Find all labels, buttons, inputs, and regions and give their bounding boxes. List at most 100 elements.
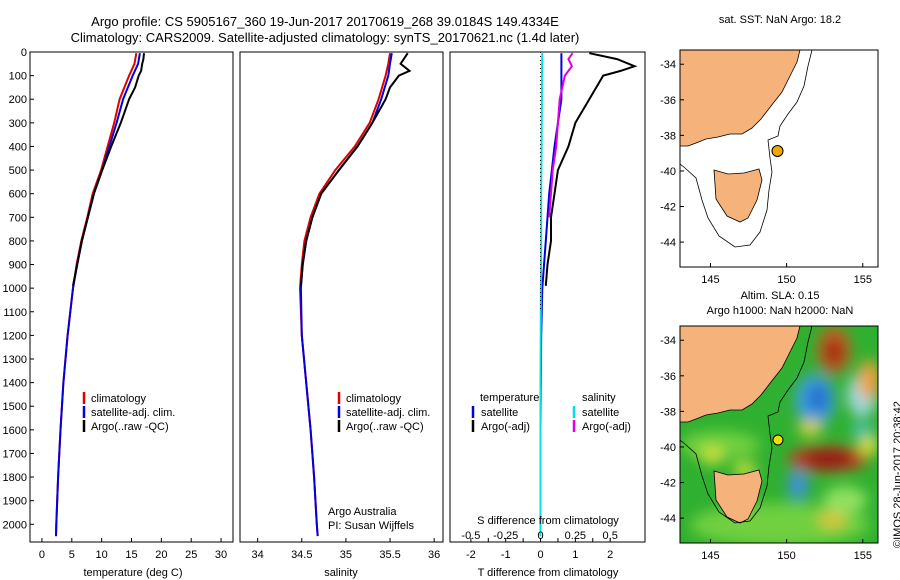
depth-tick-label: 600 [9,189,27,201]
axes-ticks: 0100200300400500600700800900100011001200… [3,47,618,561]
salinity-plot [298,52,412,537]
x-tick-label: 15 [125,549,137,561]
depth-tick-label: 200 [9,94,27,106]
series-line-climatology [55,53,138,537]
series-line-argo-raw-qc- [72,53,145,286]
sla-map-title-line2: Argo h1000: NaN h2000: NaN [706,305,854,317]
sla-map-argo-marker [772,434,784,446]
s-difference-axis-label: S difference from climatology [477,515,619,527]
x-tick-label: 0 [39,549,45,561]
temperature-legend: climatology satellite-adj. clim. Argo(..… [82,392,175,433]
salinity-legend: climatology satellite-adj. clim. Argo(..… [328,392,430,532]
legend-label-argo: Argo(..raw -QC) [346,421,424,433]
series-line-salinity-argo-adj- [548,52,574,218]
sst-lat-label: -34 [660,59,676,71]
sla-map [680,326,878,543]
salinity-axis-label: salinity [324,567,358,579]
s-tick-label: -0.25 [493,530,518,542]
sst-map-title: sat. SST: NaN Argo: 18.2 [718,14,842,26]
difference-panel-frame [449,51,646,543]
map-axes: -34 -36 -38 -40 -42 -44 145 150 155 -34 -36 -38 -40 -… [660,59,872,562]
sla-map-mainland [680,326,801,423]
s-tick-label: 0.25 [565,530,586,542]
depth-tick-label: 900 [9,260,27,272]
temperature-axis-label: temperature (deg C) [83,567,182,579]
sla-lat-label: -42 [660,478,676,490]
x-tick-label: 5 [69,549,75,561]
legend-label-sal-satellite: satellite [582,407,619,419]
sst-map-contour [680,50,813,248]
depth-tick-label: 1200 [3,330,27,342]
depth-tick-label: 0 [21,47,27,59]
sst-map-argo-marker [771,145,784,157]
depth-tick-label: 300 [9,118,27,130]
legend-label-argo: Argo(..raw -QC) [91,421,169,433]
sla-map-title-line1: Altim. SLA: 0.15 [740,290,820,302]
sla-map-contour [680,326,813,524]
difference-legend: temperature satellite Argo(-adj) salinit… [471,392,631,527]
sst-lat-label: -42 [660,202,676,214]
annotation-argo-australia: Argo Australia [328,506,397,518]
depth-tick-label: 2000 [3,519,27,531]
depth-tick-label: 1100 [3,307,27,319]
sla-lon-label: 150 [777,550,795,562]
sla-map-frame [679,325,879,544]
temperature-plot [55,53,145,537]
depth-tick-label: 1000 [3,283,27,295]
depth-tick-label: 1900 [3,496,27,508]
x-tick-label: 20 [155,549,167,561]
x-tick-label: 0 [537,549,543,561]
depth-tick-label: 700 [9,212,27,224]
x-tick-label: 25 [185,549,197,561]
legend-label-satellite: satellite-adj. clim. [91,407,175,419]
x-tick-label: -1 [501,549,511,561]
sla-lon-label: 145 [701,550,719,562]
series-line-satellite-adj-clim- [55,53,141,537]
series-line-temperature-satellite-salinity- [539,53,544,537]
sla-lat-label: -38 [660,406,676,418]
sla-lat-label: -36 [660,371,676,383]
legend-label-climatology: climatology [91,393,147,405]
difference-plot [539,52,638,537]
sla-map-tasmania [713,469,763,524]
x-tick-label: 34.5 [291,549,312,561]
sla-lat-label: -44 [660,513,676,525]
legend-heading-salinity: salinity [582,392,616,404]
depth-tick-label: 1400 [3,378,27,390]
legend-label-temp-satellite: satellite [481,407,518,419]
sst-lat-label: -36 [660,95,676,107]
series-line-argo-raw-qc- [299,52,412,286]
sst-map-frame [679,49,879,268]
depth-tick-label: 1500 [3,401,27,413]
salinity-panel-frame [239,51,444,543]
x-tick-label: 10 [96,549,108,561]
sst-lat-label: -38 [660,130,676,142]
series-line-temperature-argo-adj- [544,52,638,286]
x-tick-label: 34 [252,549,264,561]
x-tick-label: 1 [572,549,578,561]
depth-tick-label: 1800 [3,472,27,484]
sst-map-mainland [680,50,801,147]
sla-lat-label: -40 [660,442,676,454]
depth-tick-label: 100 [9,71,27,83]
sst-lat-label: -40 [660,166,676,178]
figure-title-line2: Climatology: CARS2009. Satellite-adjuste… [70,30,580,45]
x-tick-label: 30 [215,549,227,561]
sst-lon-label: 145 [701,274,719,286]
sst-lat-label: -44 [660,237,676,249]
x-tick-label: -2 [466,549,476,561]
sst-lon-label: 155 [854,274,872,286]
legend-label-temp-argo: Argo(-adj) [481,421,530,433]
sla-lat-label: -34 [660,335,676,347]
temperature-panel-frame [29,51,234,543]
t-difference-axis-label: T difference from climatology [478,567,619,579]
legend-label-satellite: satellite-adj. clim. [346,407,430,419]
sst-map-tasmania [713,168,763,223]
imos-stamp: ©IMOS 28-Jun-2017 20:38:42 [892,401,900,548]
depth-tick-label: 400 [9,141,27,153]
x-tick-label: 35 [340,549,352,561]
annotation-pi: PI: Susan Wijffels [328,520,414,532]
sst-lon-label: 150 [777,274,795,286]
legend-heading-temperature: temperature [480,392,539,404]
